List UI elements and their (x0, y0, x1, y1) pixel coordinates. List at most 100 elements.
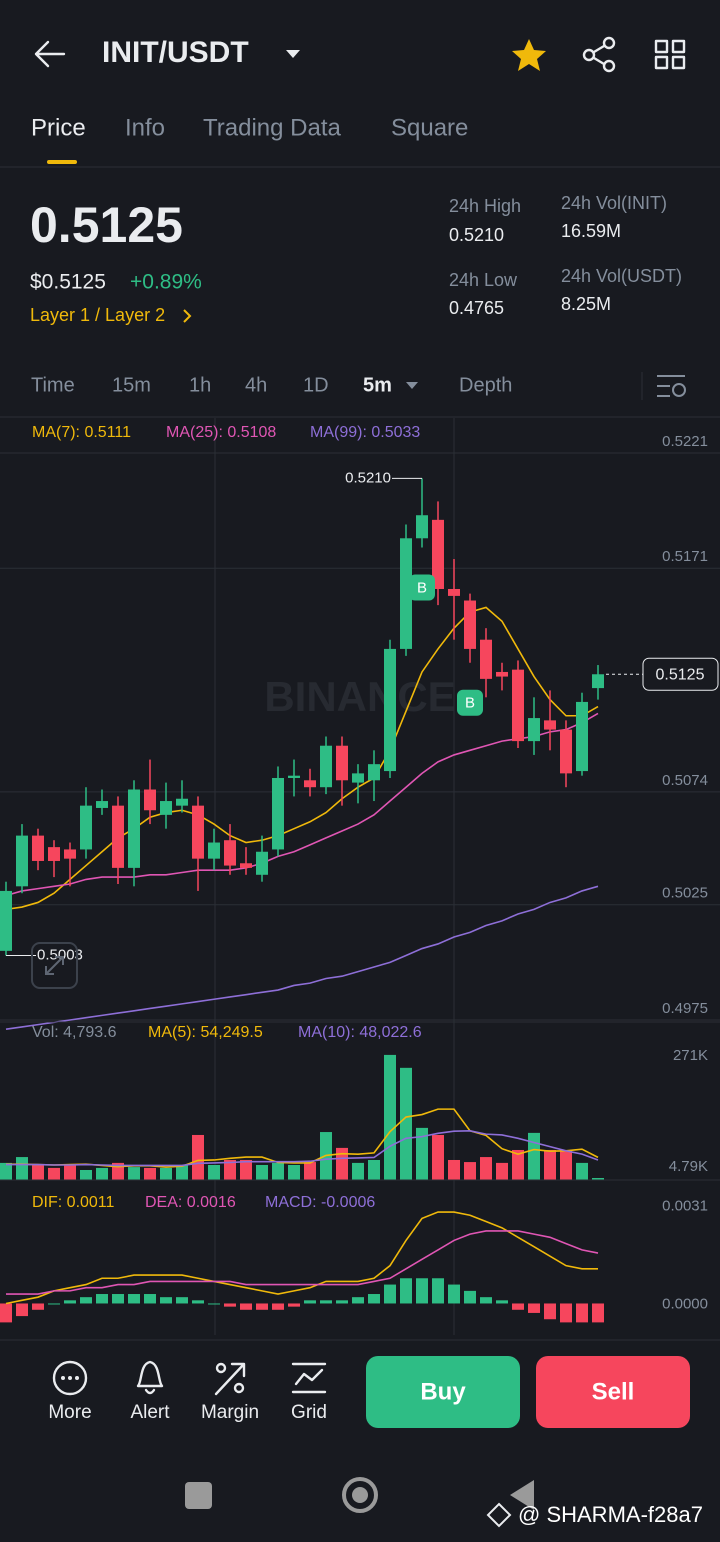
legend-entry: MA(25): 0.5108 (166, 424, 276, 441)
interval[interactable]: 15m (112, 374, 151, 396)
volume-bar (448, 1159, 460, 1180)
tab[interactable]: Info (125, 114, 165, 141)
volume-bar (48, 1167, 60, 1180)
volume-bar (0, 1162, 12, 1180)
volume-bar (464, 1162, 476, 1180)
alert-button[interactable] (136, 1360, 164, 1395)
macd-bar (528, 1303, 540, 1313)
candle-body (352, 773, 364, 783)
ma-line (6, 1230, 599, 1295)
expand-icon[interactable] (45, 956, 64, 975)
chart-settings[interactable] (657, 375, 686, 397)
sell-label[interactable]: Sell (592, 1378, 635, 1405)
tab[interactable]: Square (391, 114, 468, 141)
macd-bar (272, 1303, 284, 1310)
candle-body (192, 805, 204, 859)
candle-body (208, 842, 220, 859)
margin-button[interactable] (214, 1362, 246, 1396)
legend-entry: DIF: 0.0011 (32, 1194, 115, 1211)
sell-button[interactable] (536, 1356, 690, 1428)
macd-bar (432, 1278, 444, 1304)
macd-bar (208, 1303, 220, 1305)
volume-bar (160, 1167, 172, 1180)
nav-home-dot[interactable] (352, 1487, 368, 1503)
pair-title[interactable]: INIT/USDT (102, 36, 249, 69)
macd-bar (144, 1294, 156, 1304)
footer-credit: @ SHARMA-f28a7 (518, 1502, 703, 1527)
macd-bar (592, 1303, 604, 1323)
expand-button[interactable] (31, 942, 78, 989)
interval[interactable]: 1h (189, 374, 211, 396)
nav-back[interactable] (510, 1480, 534, 1510)
candle-body (256, 851, 268, 875)
ma-line (5, 1211, 598, 1305)
y-tick-label: 0.0031 (662, 1198, 708, 1215)
volume-bar (528, 1132, 540, 1180)
pair-caret[interactable] (286, 50, 300, 58)
macd-bar (128, 1294, 140, 1304)
tab[interactable]: Trading Data (203, 114, 342, 141)
volume-bar (544, 1149, 556, 1180)
candle-body (272, 777, 284, 850)
ma-line (6, 1129, 599, 1167)
volume-bar (304, 1162, 316, 1180)
macd-bar (112, 1294, 124, 1304)
candle-body (240, 863, 252, 868)
macd-bar (256, 1303, 268, 1310)
favorite-star[interactable] (512, 39, 546, 71)
candle-body (464, 600, 476, 649)
interval[interactable]: 4h (245, 374, 267, 396)
volume-bar (352, 1162, 364, 1180)
volume-bar (368, 1159, 380, 1180)
layout-button[interactable] (654, 39, 686, 70)
legend-entry: MA(10): 48,022.6 (298, 1024, 422, 1041)
volume-bar (32, 1164, 44, 1180)
interval[interactable]: Depth (459, 374, 512, 396)
volume-bar (64, 1164, 76, 1180)
nav-recent[interactable] (185, 1482, 212, 1509)
candle-body (592, 674, 604, 689)
y-tick-label: 0.5171 (662, 548, 708, 565)
nav-home[interactable] (342, 1477, 378, 1513)
more-button[interactable] (52, 1360, 88, 1396)
interval[interactable]: 1D (303, 374, 329, 396)
share-button[interactable] (582, 36, 616, 73)
candle-body (16, 835, 28, 887)
interval-caret[interactable] (406, 382, 418, 389)
y-tick-label: 0.0000 (662, 1295, 708, 1312)
legend-entry: DEA: 0.0016 (145, 1194, 236, 1211)
legend-entry: MA(99): 0.5033 (310, 424, 420, 441)
tab[interactable]: Price (31, 114, 86, 141)
legend-entry: MA(7): 0.5111 (32, 424, 131, 441)
candle-body (544, 720, 556, 730)
stat-label: 24h Low (449, 270, 518, 290)
price-change: +0.89% (130, 271, 202, 294)
candle-body (144, 789, 156, 811)
volume-bar (208, 1164, 220, 1180)
macd-bar (16, 1303, 28, 1317)
toolbar-label[interactable]: Alert (130, 1402, 170, 1423)
candle-body (416, 515, 428, 539)
buy-button[interactable] (366, 1356, 520, 1428)
toolbar-label[interactable]: Margin (201, 1402, 259, 1423)
macd-bar (336, 1300, 348, 1304)
trade-marker-label: B (417, 579, 427, 596)
toolbar-label[interactable]: Grid (291, 1402, 327, 1423)
interval-active[interactable]: 5m (363, 374, 392, 396)
interval[interactable]: Time (31, 374, 75, 396)
last-price-box (642, 657, 719, 691)
toolbar-label[interactable]: More (48, 1402, 91, 1423)
candle-body (160, 801, 172, 815)
tags-chevron[interactable] (183, 309, 192, 323)
back-button[interactable] (34, 40, 66, 68)
macd-bar (480, 1297, 492, 1304)
sector-tags[interactable]: Layer 1 / Layer 2 (30, 305, 165, 325)
macd-bar (176, 1297, 188, 1304)
candle-body (48, 847, 60, 861)
tab-underline (47, 160, 77, 164)
grid-button[interactable] (291, 1362, 327, 1394)
macd-bar (64, 1300, 76, 1304)
volume-bar (176, 1164, 188, 1180)
buy-label[interactable]: Buy (420, 1378, 466, 1405)
candle-body (224, 840, 236, 866)
